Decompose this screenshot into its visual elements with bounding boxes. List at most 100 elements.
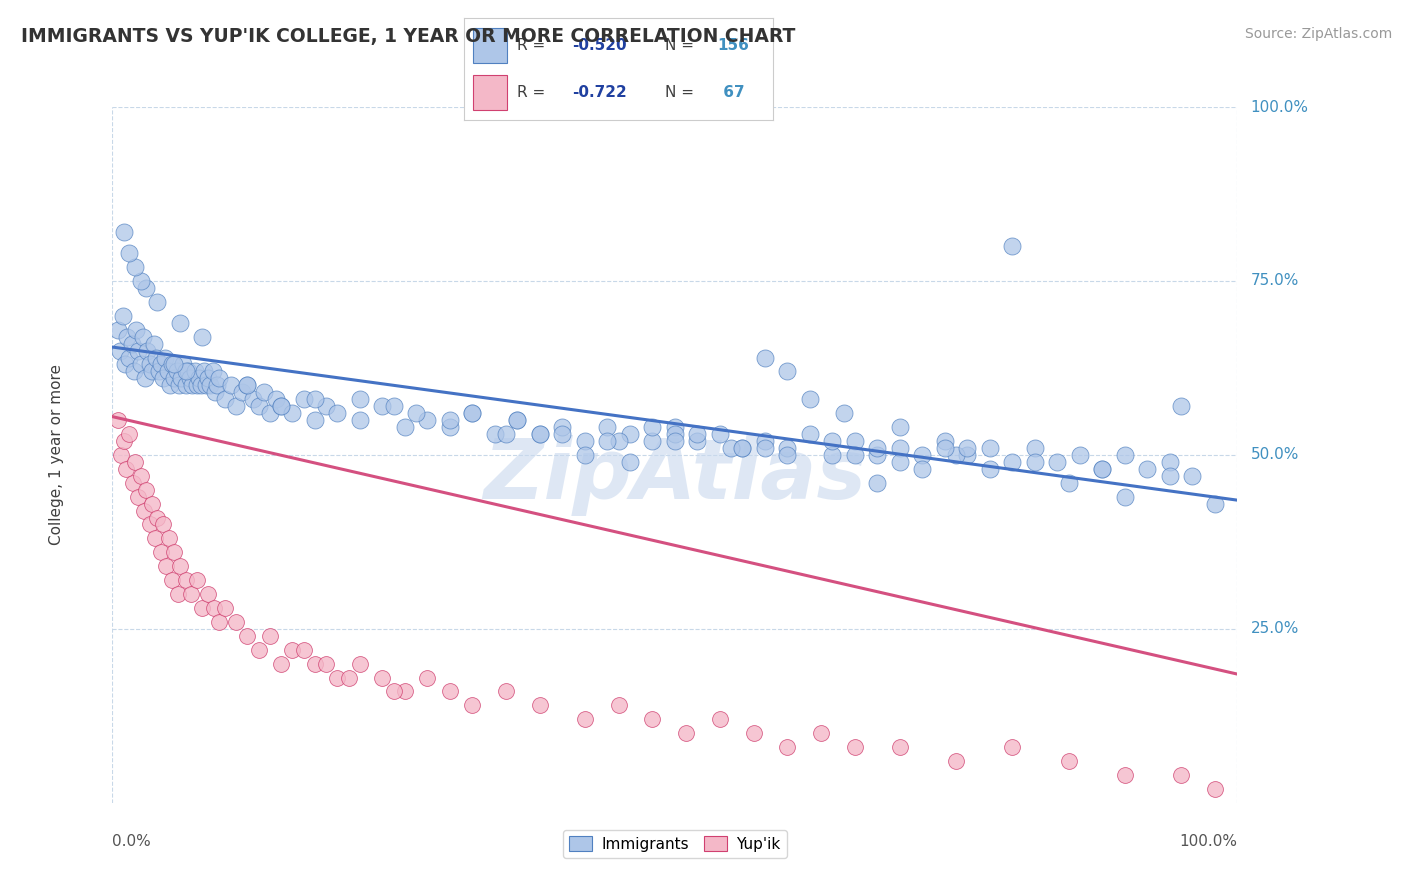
Point <box>231 385 253 400</box>
Legend: Immigrants, Yup'ik: Immigrants, Yup'ik <box>564 830 786 858</box>
Point <box>1091 462 1114 476</box>
Point <box>190 378 212 392</box>
Point <box>821 434 844 448</box>
Point <box>889 441 911 455</box>
Point <box>129 468 152 483</box>
Point <box>776 441 799 455</box>
Text: 0.0%: 0.0% <box>112 834 152 849</box>
Point <box>551 420 574 434</box>
Point <box>155 351 177 365</box>
Point <box>439 420 461 434</box>
Point <box>754 351 776 365</box>
Point <box>149 358 172 372</box>
Point <box>956 441 979 455</box>
Point <box>529 427 551 442</box>
Point <box>889 420 911 434</box>
Point <box>596 434 619 448</box>
Point <box>143 336 166 351</box>
Point <box>191 329 214 343</box>
Point <box>114 358 136 372</box>
Point <box>945 754 967 768</box>
Point <box>174 378 197 392</box>
Point <box>382 399 405 413</box>
Point <box>731 441 754 455</box>
Point <box>202 601 225 615</box>
Point <box>664 434 686 448</box>
Point <box>110 343 132 358</box>
Point <box>281 642 304 657</box>
Point <box>934 441 956 455</box>
Point <box>461 406 484 420</box>
Point <box>208 371 231 385</box>
Point <box>115 329 138 343</box>
Point <box>1204 497 1226 511</box>
Point <box>193 364 215 378</box>
Point <box>484 427 506 442</box>
Point <box>247 642 270 657</box>
Point <box>111 309 134 323</box>
Point <box>169 559 191 574</box>
Point <box>122 364 145 378</box>
Point <box>194 378 217 392</box>
Point <box>236 378 259 392</box>
Point <box>121 336 143 351</box>
Text: 100.0%: 100.0% <box>1180 834 1237 849</box>
Point <box>934 434 956 448</box>
Point <box>1057 754 1080 768</box>
Point <box>149 545 172 559</box>
Point <box>1069 448 1091 462</box>
Point <box>405 406 427 420</box>
Point <box>138 358 160 372</box>
Point <box>754 441 776 455</box>
Text: College, 1 year or more: College, 1 year or more <box>49 365 63 545</box>
Point <box>326 406 349 420</box>
Point <box>461 406 484 420</box>
Text: 75.0%: 75.0% <box>1251 274 1299 288</box>
Point <box>112 434 135 448</box>
Point <box>141 497 163 511</box>
Point <box>135 281 157 295</box>
Point <box>160 358 183 372</box>
Point <box>709 712 731 726</box>
Point <box>292 392 315 407</box>
Point <box>121 475 143 490</box>
Point <box>166 587 188 601</box>
Point <box>844 434 866 448</box>
Text: Source: ZipAtlas.com: Source: ZipAtlas.com <box>1244 27 1392 41</box>
Point <box>664 427 686 442</box>
Text: 25.0%: 25.0% <box>1251 622 1299 636</box>
Point <box>143 532 166 546</box>
Text: ZipAtlas: ZipAtlas <box>484 435 866 516</box>
Point <box>866 475 889 490</box>
Text: -0.722: -0.722 <box>572 86 627 100</box>
Point <box>129 358 152 372</box>
Point <box>371 671 394 685</box>
Point <box>304 657 326 671</box>
Point <box>349 392 371 407</box>
Text: N =: N = <box>665 38 699 53</box>
Point <box>225 399 247 413</box>
Point <box>179 371 201 385</box>
Point <box>129 274 152 288</box>
Text: IMMIGRANTS VS YUP'IK COLLEGE, 1 YEAR OR MORE CORRELATION CHART: IMMIGRANTS VS YUP'IK COLLEGE, 1 YEAR OR … <box>21 27 796 45</box>
Point <box>326 671 349 685</box>
Point <box>136 343 159 358</box>
Point <box>183 364 205 378</box>
Text: R =: R = <box>516 86 550 100</box>
Point <box>124 260 146 274</box>
Point <box>118 351 141 365</box>
Point <box>115 462 138 476</box>
Point <box>292 642 315 657</box>
Point <box>574 434 596 448</box>
Point <box>832 406 855 420</box>
Point <box>979 462 1001 476</box>
Point <box>270 399 292 413</box>
Point <box>641 712 664 726</box>
Point <box>204 385 226 400</box>
Point <box>1001 740 1024 755</box>
Point <box>163 371 186 385</box>
Point <box>166 364 188 378</box>
Point <box>315 657 337 671</box>
Point <box>394 420 416 434</box>
Text: N =: N = <box>665 86 699 100</box>
